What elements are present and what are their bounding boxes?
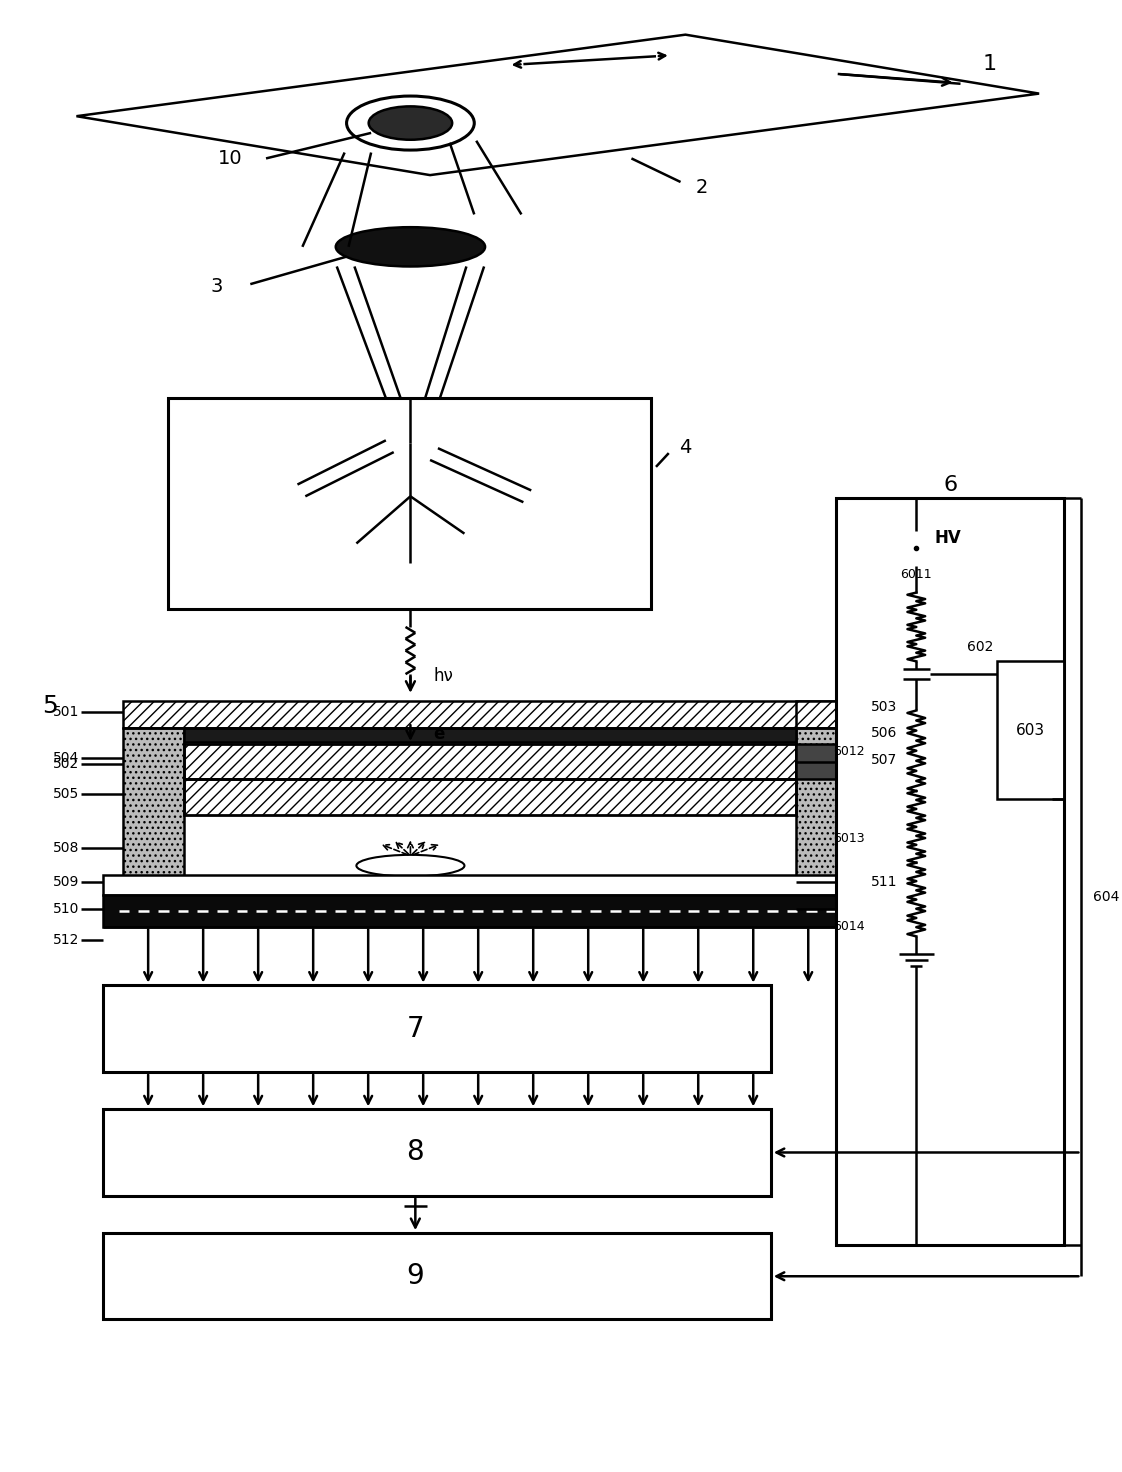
Text: 511: 511 — [871, 876, 898, 889]
Text: 9: 9 — [406, 1263, 424, 1291]
Bar — [836, 499, 1064, 1245]
Bar — [122, 729, 184, 896]
Text: 10: 10 — [219, 149, 243, 168]
Text: 6012: 6012 — [834, 745, 865, 758]
Text: 6014: 6014 — [834, 920, 865, 933]
Bar — [797, 743, 857, 779]
Text: 510: 510 — [53, 902, 80, 916]
Text: 506: 506 — [871, 726, 898, 740]
Text: 602: 602 — [967, 640, 993, 654]
Text: HV: HV — [935, 528, 962, 546]
Text: 6: 6 — [944, 474, 958, 495]
Text: 6013: 6013 — [834, 832, 865, 845]
Text: 501: 501 — [53, 705, 80, 720]
Ellipse shape — [335, 227, 485, 266]
Text: 604: 604 — [1093, 891, 1120, 904]
Bar — [184, 729, 797, 742]
Text: e: e — [433, 726, 444, 743]
Text: 4: 4 — [679, 437, 691, 456]
Bar — [184, 743, 797, 779]
Circle shape — [899, 531, 934, 567]
Text: 505: 505 — [53, 788, 80, 801]
Bar — [103, 985, 771, 1072]
Text: 3: 3 — [211, 277, 223, 296]
Text: 512: 512 — [53, 933, 80, 948]
Bar — [103, 1110, 771, 1195]
Text: 5: 5 — [42, 693, 58, 717]
Text: 2: 2 — [696, 178, 708, 197]
Text: 503: 503 — [871, 699, 898, 714]
Bar — [103, 1234, 771, 1319]
Ellipse shape — [369, 106, 452, 140]
Bar — [797, 701, 859, 729]
Text: 7: 7 — [406, 1014, 424, 1042]
Text: 8: 8 — [406, 1138, 424, 1166]
Text: 507: 507 — [871, 752, 898, 767]
Text: 508: 508 — [53, 841, 80, 855]
Text: hν: hν — [433, 667, 453, 684]
Bar — [103, 876, 859, 895]
Ellipse shape — [357, 855, 465, 876]
Bar — [184, 779, 797, 814]
Text: 502: 502 — [53, 758, 80, 771]
Text: 1: 1 — [983, 54, 997, 74]
Text: 504: 504 — [53, 751, 80, 764]
Text: 603: 603 — [1015, 723, 1045, 737]
Text: 509: 509 — [53, 876, 80, 889]
Bar — [996, 661, 1064, 799]
Bar — [122, 701, 859, 729]
Text: 6011: 6011 — [901, 568, 932, 581]
Bar — [103, 895, 859, 926]
Bar — [797, 729, 857, 896]
Bar — [168, 397, 651, 609]
